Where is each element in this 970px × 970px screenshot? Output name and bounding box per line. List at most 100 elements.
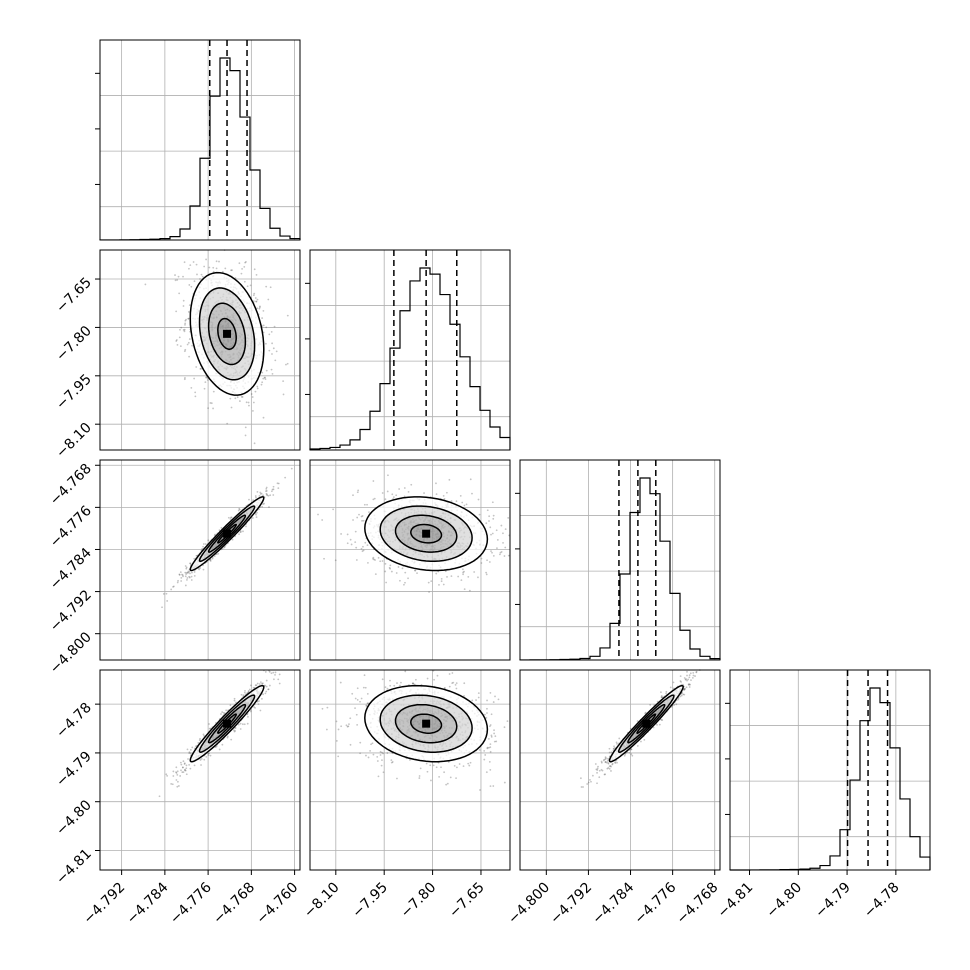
sample-point <box>386 752 389 754</box>
sample-point <box>256 511 258 514</box>
sample-point <box>256 387 259 390</box>
sample-point <box>234 397 237 400</box>
sample-point <box>475 699 477 701</box>
density-peak <box>422 529 431 538</box>
sample-point <box>184 348 187 351</box>
sample-point <box>428 591 430 593</box>
sample-point <box>271 342 274 345</box>
sample-point <box>225 709 228 712</box>
sample-point <box>272 671 275 674</box>
sample-point <box>377 556 380 559</box>
sample-point <box>184 575 187 578</box>
sample-point <box>182 771 185 774</box>
sample-point <box>246 722 249 725</box>
sample-point <box>286 362 289 365</box>
sample-point <box>337 755 340 758</box>
sample-point <box>471 699 474 702</box>
sample-point <box>209 559 211 561</box>
sample-point <box>486 712 488 714</box>
sample-point <box>451 682 454 685</box>
sample-point <box>386 687 389 690</box>
sample-point <box>486 699 488 702</box>
sample-point <box>469 761 472 764</box>
sample-point <box>212 270 215 273</box>
sample-point <box>407 577 409 580</box>
panel-frame <box>99 459 301 661</box>
sample-point <box>188 575 191 578</box>
sample-point <box>450 575 453 578</box>
sample-point <box>321 707 324 710</box>
sample-point <box>201 548 203 550</box>
sample-point <box>207 754 210 757</box>
sample-point <box>185 567 188 570</box>
sample-point <box>252 410 254 412</box>
sample-point <box>400 681 402 684</box>
sample-point <box>254 390 257 393</box>
sample-point <box>264 376 266 379</box>
sample-point <box>229 518 232 520</box>
histogram-step-3 <box>519 477 721 661</box>
panel-frame <box>99 39 301 241</box>
sample-point <box>195 554 198 557</box>
sample-point <box>384 562 387 565</box>
sample-point <box>360 697 363 700</box>
sample-point <box>443 771 446 774</box>
panel-frame <box>309 249 511 451</box>
density-panel-3-2 <box>317 474 511 593</box>
sample-point <box>356 687 359 690</box>
sample-point <box>391 493 394 496</box>
sample-point <box>194 395 197 398</box>
sample-point <box>491 532 494 535</box>
sample-point <box>372 557 374 560</box>
sample-point <box>440 766 442 769</box>
sample-point <box>268 506 270 508</box>
sample-point <box>189 562 191 565</box>
sample-point <box>282 393 285 396</box>
sample-point <box>230 738 233 741</box>
sample-point <box>187 571 189 574</box>
sample-point <box>255 513 257 516</box>
sample-point <box>201 275 204 278</box>
sample-point <box>253 268 256 271</box>
histogram-step-4 <box>729 687 931 871</box>
sample-point <box>494 695 496 698</box>
sample-point <box>170 783 173 785</box>
sample-point <box>261 697 263 700</box>
sample-point <box>484 754 487 756</box>
sample-point <box>253 292 256 295</box>
sample-point <box>346 533 349 536</box>
sample-point <box>598 776 601 779</box>
sample-point <box>265 685 268 688</box>
sample-point <box>260 383 263 386</box>
sample-point <box>265 690 268 693</box>
sample-point <box>355 559 358 561</box>
sample-point <box>381 492 384 494</box>
sample-point <box>679 675 682 678</box>
sample-point <box>267 688 270 691</box>
sample-point <box>187 570 190 573</box>
sample-point <box>465 503 468 506</box>
sample-point <box>479 789 481 791</box>
sample-point <box>258 494 261 497</box>
sample-point <box>403 487 406 489</box>
sample-point <box>334 559 337 562</box>
sample-point <box>220 713 222 715</box>
sample-point <box>448 478 451 481</box>
sample-point <box>256 307 259 310</box>
sample-point <box>426 677 429 680</box>
sample-point <box>196 273 198 276</box>
sample-point <box>177 275 180 278</box>
sample-point <box>277 678 280 681</box>
sample-point <box>414 569 417 572</box>
sample-point <box>165 592 168 595</box>
sample-point <box>486 559 488 562</box>
sample-point <box>185 571 188 574</box>
sample-point <box>177 785 180 787</box>
sample-point <box>436 674 439 677</box>
sample-point <box>390 570 393 573</box>
sample-point <box>463 570 465 573</box>
sample-point <box>381 560 384 562</box>
sample-point <box>594 763 597 765</box>
sample-point <box>490 713 493 716</box>
sample-point <box>202 543 205 545</box>
